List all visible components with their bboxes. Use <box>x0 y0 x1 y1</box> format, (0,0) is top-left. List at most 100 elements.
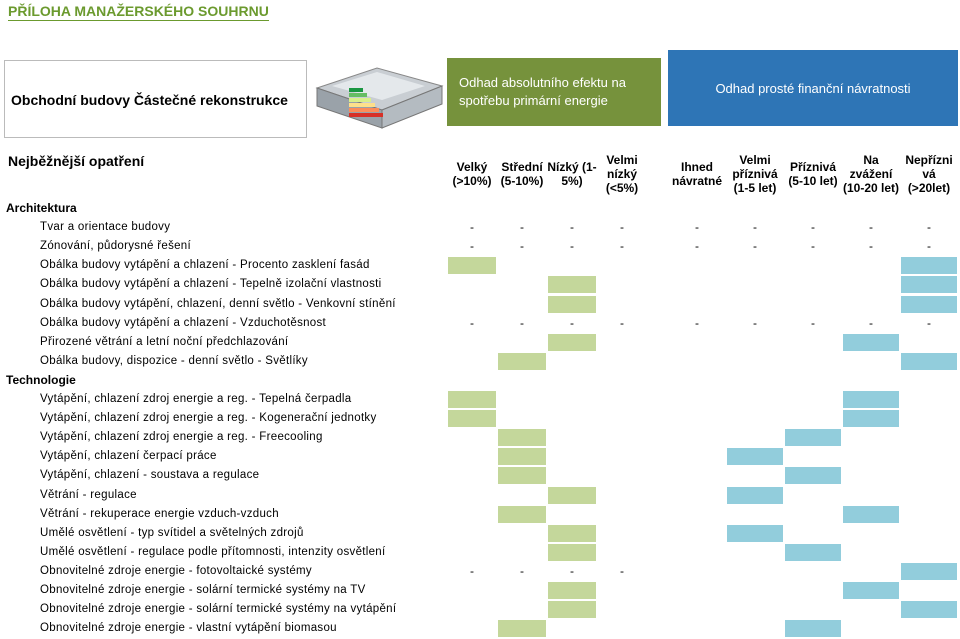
dash-cell: - <box>695 239 699 254</box>
column-header: Velmi příznivá (1-5 let) <box>732 153 778 195</box>
payback-cell <box>900 561 958 581</box>
column-header: Nepřízni vá (>20let) <box>905 153 953 195</box>
column-header: Příznivá (5-10 let) <box>788 160 838 188</box>
payback-cell <box>784 466 842 486</box>
payback-cell <box>842 504 900 524</box>
column-header: Velký (>10%) <box>452 160 492 188</box>
row-label: Umělé osvětlení - regulace podle přítomn… <box>40 545 386 558</box>
section-title: Architektura <box>6 201 77 215</box>
payback-cell <box>900 256 958 276</box>
dash-cell: - <box>570 563 574 578</box>
payback-cell <box>784 428 842 448</box>
payback-cell <box>784 619 842 639</box>
dash-cell: - <box>570 239 574 254</box>
row-label: Obálka budovy vytápění a chlazení - Proc… <box>40 259 370 272</box>
row-label: Tvar a orientace budovy <box>40 221 171 234</box>
payback-cell <box>726 523 784 543</box>
measures-header: Nejběžnější opatření <box>8 153 145 169</box>
row-label: Přirozené větrání a letní noční předchla… <box>40 335 289 348</box>
payback-cell <box>726 485 784 505</box>
effect-cell <box>447 409 497 429</box>
section-title: Technologie <box>6 372 76 387</box>
effect-cell <box>497 619 547 639</box>
effect-cell <box>547 523 597 543</box>
effect-cell <box>547 332 597 352</box>
dash-cell: - <box>520 220 524 235</box>
row-label: Obnovitelné zdroje energie - solární ter… <box>40 603 397 616</box>
effect-cell <box>497 504 547 524</box>
row-label: Obálka budovy vytápění a chlazení - Tepe… <box>40 278 382 291</box>
row-label: Umělé osvětlení - typ svítidel a světeln… <box>40 526 304 539</box>
dash-cell: - <box>695 220 699 235</box>
effect-cell <box>547 581 597 601</box>
dash-cell: - <box>570 315 574 330</box>
dash-cell: - <box>620 315 624 330</box>
row-label: Obnovitelné zdroje energie - solární ter… <box>40 584 366 596</box>
dash-cell: - <box>520 563 524 578</box>
payback-cell <box>784 542 842 562</box>
dash-cell: - <box>869 315 873 330</box>
row-label: Obálka budovy vytápění, chlazení, denní … <box>40 297 396 310</box>
effect-cell <box>547 485 597 505</box>
row-label: Vytápění, chlazení čerpací práce <box>40 450 217 463</box>
dash-cell: - <box>470 563 474 578</box>
column-header: Velmi nízký (<5%) <box>605 153 639 195</box>
dash-cell: - <box>620 563 624 578</box>
dash-cell: - <box>695 315 699 330</box>
title: PŘÍLOHA MANAŽERSKÉHO SOUHRNU <box>8 3 269 21</box>
effect-group-header: Odhad absolutního efektu na spotřebu pri… <box>447 58 661 126</box>
row-label: Větrání - regulace <box>40 488 137 501</box>
payback-group-header: Odhad prosté finanční návratnosti <box>668 50 958 126</box>
dash-cell: - <box>811 220 815 235</box>
column-header: Ihned návratné <box>671 160 723 188</box>
effect-cell <box>497 351 547 371</box>
dash-cell: - <box>927 315 931 330</box>
row-label: Větrání - rekuperace energie vzduch-vzdu… <box>40 507 279 520</box>
row-label: Vytápění, chlazení - soustava a regulace <box>40 469 260 482</box>
row-label: Vytápění, chlazení zdroj energie a reg. … <box>40 393 352 405</box>
dash-cell: - <box>470 315 474 330</box>
column-header: Střední (5-10%) <box>500 160 544 188</box>
payback-cell <box>900 600 958 620</box>
effect-cell <box>497 428 547 448</box>
row-label: Obnovitelné zdroje energie - vlastní vyt… <box>40 622 337 635</box>
row-label: Vytápění, chlazení zdroj energie a reg. … <box>40 412 377 425</box>
effect-cell <box>547 600 597 620</box>
dash-cell: - <box>811 239 815 254</box>
dash-cell: - <box>869 239 873 254</box>
row-label: Obálka budovy, dispozice - denní světlo … <box>40 354 308 367</box>
payback-cell <box>900 351 958 371</box>
dash-cell: - <box>570 220 574 235</box>
effect-cell <box>547 275 597 295</box>
column-header: Nízký (1-5%) <box>547 160 597 188</box>
payback-cell <box>900 275 958 295</box>
row-label: Vytápění, chlazení zdroj energie a reg. … <box>40 431 323 444</box>
row-label: Obálka budovy vytápění a chlazení - Vzdu… <box>40 316 327 329</box>
dash-cell: - <box>620 220 624 235</box>
payback-cell <box>842 390 900 410</box>
effect-cell <box>497 466 547 486</box>
row-label: Zónování, půdorysné řešení <box>40 240 191 253</box>
subtitle: Obchodní budovy Částečné rekonstrukce <box>4 60 307 138</box>
dash-cell: - <box>520 239 524 254</box>
dash-cell: - <box>470 239 474 254</box>
dash-cell: - <box>869 220 873 235</box>
row-label: Obnovitelné zdroje energie - fotovoltaic… <box>40 564 312 577</box>
payback-cell <box>842 581 900 601</box>
dash-cell: - <box>927 220 931 235</box>
effect-cell <box>497 447 547 467</box>
dash-cell: - <box>753 315 757 330</box>
payback-cell <box>842 332 900 352</box>
building-image <box>315 67 444 129</box>
payback-cell <box>900 294 958 314</box>
dash-cell: - <box>811 315 815 330</box>
column-header: Na zvážení (10-20 let) <box>842 153 900 195</box>
dash-cell: - <box>927 239 931 254</box>
dash-cell: - <box>753 220 757 235</box>
dash-cell: - <box>520 315 524 330</box>
effect-cell <box>447 256 497 276</box>
payback-cell <box>842 409 900 429</box>
dash-cell: - <box>470 220 474 235</box>
payback-cell <box>726 447 784 467</box>
